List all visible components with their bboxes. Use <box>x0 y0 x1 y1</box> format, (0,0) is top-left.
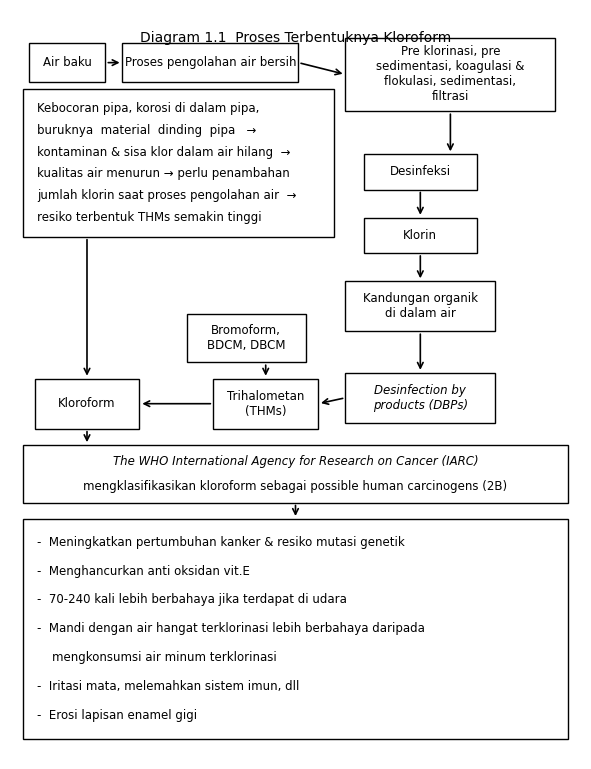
FancyBboxPatch shape <box>345 38 556 112</box>
FancyBboxPatch shape <box>345 373 495 423</box>
Text: buruknya  material  dinding  pipa   →: buruknya material dinding pipa → <box>37 124 256 137</box>
Text: resiko terbentuk THMs semakin tinggi: resiko terbentuk THMs semakin tinggi <box>37 211 261 224</box>
Text: kualitas air menurun → perlu penambahan: kualitas air menurun → perlu penambahan <box>37 168 290 181</box>
Text: Proses pengolahan air bersih: Proses pengolahan air bersih <box>125 56 296 69</box>
Text: Desinfection by
products (DBPs): Desinfection by products (DBPs) <box>373 384 468 411</box>
Text: -  Meningkatkan pertumbuhan kanker & resiko mutasi genetik: - Meningkatkan pertumbuhan kanker & resi… <box>37 536 404 548</box>
Text: Kloroform: Kloroform <box>59 398 116 410</box>
Text: Desinfeksi: Desinfeksi <box>389 165 451 178</box>
FancyBboxPatch shape <box>213 378 318 429</box>
Text: -  Erosi lapisan enamel gigi: - Erosi lapisan enamel gigi <box>37 709 197 722</box>
Text: Bromoform,
BDCM, DBCM: Bromoform, BDCM, DBCM <box>207 325 285 352</box>
FancyBboxPatch shape <box>363 218 477 253</box>
FancyBboxPatch shape <box>122 43 298 82</box>
FancyBboxPatch shape <box>345 281 495 331</box>
Text: The WHO International Agency for Research on Cancer (IARC): The WHO International Agency for Researc… <box>113 454 478 468</box>
Text: Air baku: Air baku <box>43 56 92 69</box>
FancyBboxPatch shape <box>23 89 334 237</box>
Text: -  Iritasi mata, melemahkan sistem imun, dll: - Iritasi mata, melemahkan sistem imun, … <box>37 680 299 693</box>
Text: kontaminan & sisa klor dalam air hilang  →: kontaminan & sisa klor dalam air hilang … <box>37 145 290 158</box>
Text: Kebocoran pipa, korosi di dalam pipa,: Kebocoran pipa, korosi di dalam pipa, <box>37 102 259 115</box>
Text: Klorin: Klorin <box>403 229 437 242</box>
Text: -  70-240 kali lebih berbahaya jika terdapat di udara: - 70-240 kali lebih berbahaya jika terda… <box>37 594 347 607</box>
FancyBboxPatch shape <box>23 445 568 503</box>
FancyBboxPatch shape <box>29 43 105 82</box>
Text: mengklasifikasikan kloroform sebagai possible human carcinogens (2B): mengklasifikasikan kloroform sebagai pos… <box>83 480 508 493</box>
FancyBboxPatch shape <box>187 315 306 362</box>
Text: Pre klorinasi, pre
sedimentasi, koagulasi &
flokulasi, sedimentasi,
filtrasi: Pre klorinasi, pre sedimentasi, koagulas… <box>376 45 525 104</box>
FancyBboxPatch shape <box>363 154 477 190</box>
FancyBboxPatch shape <box>23 519 568 739</box>
Text: -  Menghancurkan anti oksidan vit.E: - Menghancurkan anti oksidan vit.E <box>37 564 249 578</box>
FancyBboxPatch shape <box>34 378 139 429</box>
Text: Diagram 1.1  Proses Terbentuknya Kloroform: Diagram 1.1 Proses Terbentuknya Klorofor… <box>140 31 451 45</box>
Text: Kandungan organik
di dalam air: Kandungan organik di dalam air <box>363 292 478 320</box>
Text: mengkonsumsi air minum terklorinasi: mengkonsumsi air minum terklorinasi <box>37 651 277 664</box>
Text: jumlah klorin saat proses pengolahan air  →: jumlah klorin saat proses pengolahan air… <box>37 189 296 202</box>
Text: -  Mandi dengan air hangat terklorinasi lebih berbahaya daripada: - Mandi dengan air hangat terklorinasi l… <box>37 622 425 635</box>
Text: Trihalometan
(THMs): Trihalometan (THMs) <box>227 390 304 418</box>
